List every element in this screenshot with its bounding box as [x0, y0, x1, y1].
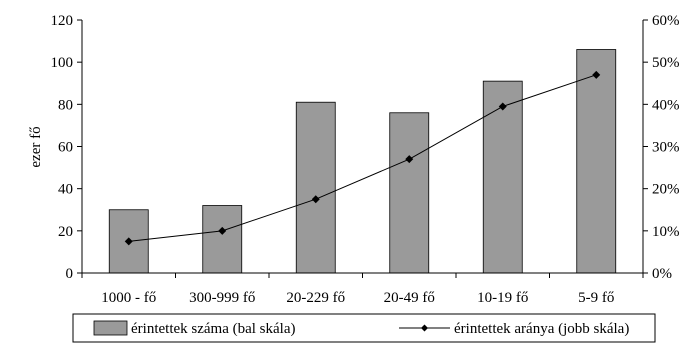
legend-bar-label: érintettek száma (bal skála)	[131, 321, 296, 337]
x-tick-label: 1000 - fő	[101, 290, 156, 306]
line-point-2	[218, 226, 227, 235]
y-left-ticks: 0 20 40 60 80 100 120	[51, 13, 82, 282]
legend-bar-swatch	[93, 320, 128, 336]
y-right-tick-label: 0%	[652, 266, 672, 282]
x-tick-label: 20-49 fő	[384, 290, 435, 306]
line-layer	[124, 70, 601, 246]
legend-line-label: érintettek aránya (jobb skála)	[454, 321, 629, 337]
series-line	[128, 74, 597, 242]
x-tick-label: 10-19 fő	[477, 290, 528, 306]
line-point-6	[592, 70, 601, 79]
y-left-tick-label: 0	[66, 266, 74, 282]
x-tick-label: 5-9 fő	[578, 290, 614, 306]
x-tick-label: 300-999 fő	[189, 290, 255, 306]
y-right-tick-label: 20%	[652, 182, 680, 198]
y-left-tick-label: 40	[58, 182, 73, 198]
y-right-tick-label: 50%	[652, 55, 680, 71]
y-left-tick-label: 20	[58, 224, 73, 240]
y-right-tick-label: 40%	[652, 97, 680, 113]
line-point-1	[124, 237, 133, 246]
x-ticks: 1000 - fő 300-999 fő 20-229 fő 20-49 fő 10-1…	[81, 273, 644, 306]
legend: érintettek száma (bal skála) érintettek …	[72, 313, 656, 343]
x-tick-label: 20-229 fő	[286, 290, 345, 306]
y-right-ticks: 0% 10% 20% 30% 40% 50% 60%	[643, 13, 680, 282]
y-left-tick-label: 100	[51, 55, 74, 71]
bar-2	[202, 205, 243, 274]
bar-6	[576, 49, 617, 274]
legend-line-marker-icon	[421, 324, 428, 332]
line-point-4	[405, 155, 414, 164]
legend-box	[72, 313, 656, 343]
y-axis-label: ezer fő	[28, 126, 44, 167]
y-left-tick-label: 120	[51, 13, 74, 29]
line-point-5	[498, 102, 507, 111]
y-left-tick-label: 60	[58, 140, 73, 156]
bar-3	[295, 101, 336, 274]
line-point-3	[311, 195, 320, 204]
y-right-tick-label: 30%	[652, 140, 680, 156]
bar-4	[389, 112, 430, 274]
y-left-tick-label: 80	[58, 97, 73, 113]
y-right-tick-label: 60%	[652, 13, 680, 29]
y-right-tick-label: 10%	[652, 224, 680, 240]
bars-layer	[108, 49, 617, 274]
